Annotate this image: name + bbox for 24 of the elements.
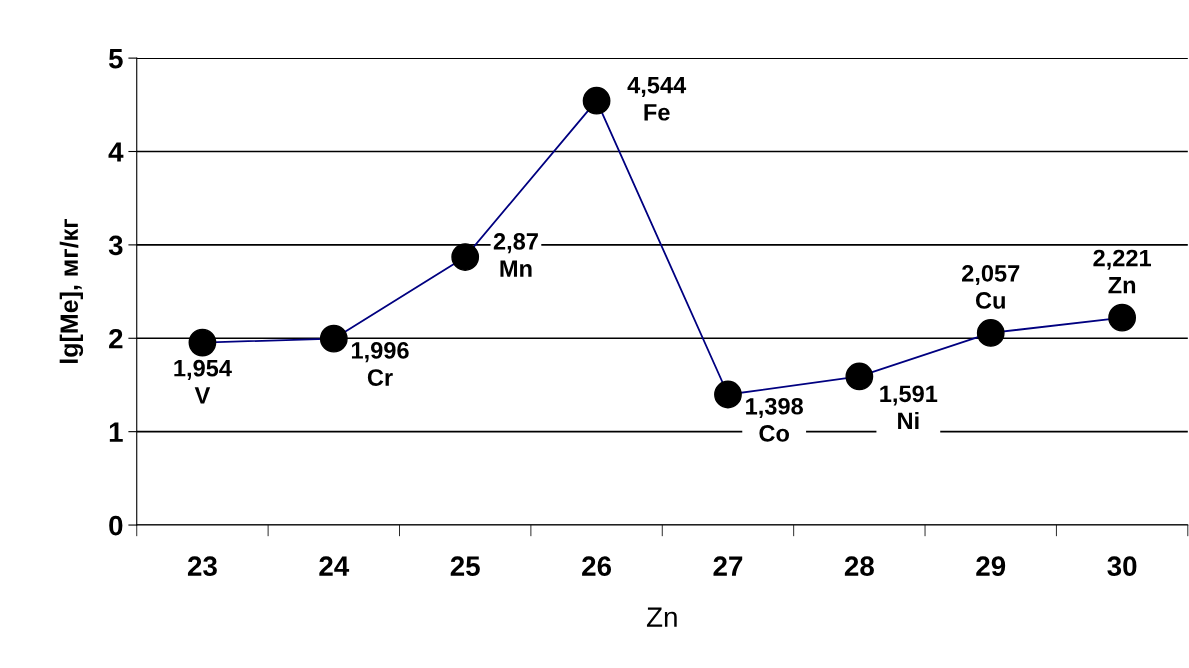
- x-tick-label: 30: [1107, 556, 1137, 577]
- x-axis-title: Zn: [646, 607, 677, 627]
- text: 1,591 Ni: [880, 385, 938, 430]
- text: 2,057 Cu: [962, 264, 1020, 309]
- x-tick-label: 26: [582, 556, 612, 577]
- x-tick-label: 28: [844, 556, 874, 577]
- text: 2,221 Zn: [1093, 249, 1152, 294]
- y-tick-label: 3: [108, 235, 123, 256]
- text: 4,544 Fe: [627, 76, 687, 121]
- y-tick-label: 1: [109, 422, 123, 442]
- text: 2,87 Mn: [493, 233, 538, 277]
- x-tick-label: 27: [713, 556, 743, 576]
- x-tick-label: 23: [187, 556, 217, 577]
- y-axis-title: lg[Me], мг/кг: [59, 219, 84, 363]
- y-tick-label: 0: [109, 515, 123, 536]
- y-tick-label: 5: [108, 49, 123, 69]
- y-tick-label: 2: [109, 328, 123, 349]
- text: 1,954 V: [174, 359, 232, 404]
- x-tick-label: 29: [976, 556, 1006, 577]
- x-tick-label: 25: [450, 556, 480, 577]
- text: 1,996 Cr: [351, 342, 409, 386]
- text: 1,398 Co: [746, 397, 803, 442]
- x-tick-label: 24: [319, 556, 350, 576]
- y-tick-label: 4: [108, 142, 124, 162]
